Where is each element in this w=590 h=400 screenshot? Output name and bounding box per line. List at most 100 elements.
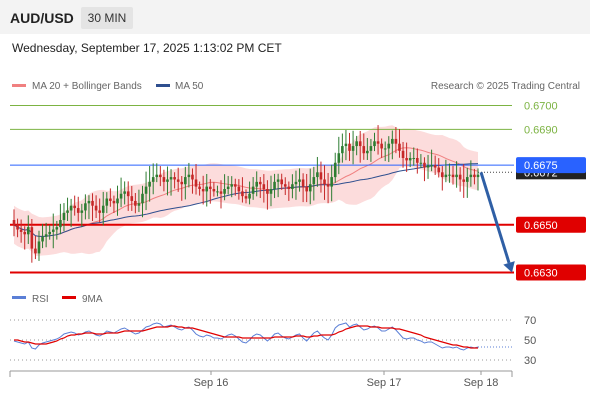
candle-body — [37, 241, 41, 254]
candle-body — [326, 184, 330, 187]
candle-body — [219, 191, 223, 194]
candle-body — [34, 248, 37, 254]
candle-body — [159, 174, 162, 178]
candle-body — [87, 200, 91, 204]
candle-body — [430, 165, 433, 167]
candle-body — [465, 177, 469, 182]
candle-body — [201, 189, 205, 192]
x-tick-label: Sep 17 — [367, 377, 402, 389]
candle-body — [216, 191, 219, 193]
candle-body — [337, 153, 341, 163]
candle-body — [408, 158, 412, 161]
candle-body — [348, 143, 351, 151]
level-tag — [516, 216, 586, 233]
candle-body — [98, 210, 101, 213]
candle-body — [116, 198, 119, 204]
candle-body — [176, 179, 180, 182]
candle-body — [441, 172, 444, 178]
candle-body — [287, 186, 291, 189]
watermark: Research © 2025 Trading Central — [431, 81, 580, 92]
candle-body — [366, 150, 369, 154]
level-label: 0.6700 — [524, 101, 558, 113]
candle-body — [448, 174, 451, 176]
candle-body — [419, 162, 423, 164]
symbol-label: AUD/USD — [10, 10, 74, 26]
rsi-legend-label: RSI — [32, 294, 49, 305]
candle-body — [294, 181, 298, 185]
forecast-arrow-shaft — [479, 171, 511, 264]
candle-body — [148, 181, 151, 187]
bollinger-legend-label: MA 20 + Bollinger Bands — [32, 81, 142, 92]
candle-body — [155, 174, 159, 178]
candle-body — [55, 227, 59, 230]
candle-body — [476, 174, 480, 178]
candle-body — [223, 189, 226, 194]
candle-body — [316, 172, 319, 178]
candle-body — [319, 172, 323, 180]
candle-body — [291, 184, 294, 189]
candle-body — [66, 210, 69, 213]
rsi-tick-label: 30 — [524, 355, 536, 367]
candle-body — [162, 177, 166, 182]
level-tag — [516, 157, 586, 174]
candle-body — [312, 177, 316, 185]
datetime-label: Wednesday, September 17, 2025 1:13:02 PM… — [12, 41, 282, 55]
candle-body — [333, 162, 337, 178]
candle-body — [94, 205, 98, 211]
candle-body — [101, 205, 105, 213]
price-levels — [10, 105, 514, 274]
candle-body — [26, 227, 30, 235]
candle-body — [258, 181, 262, 185]
candle-body — [41, 236, 44, 242]
x-tick-label: Sep 18 — [464, 377, 499, 389]
candle-body — [23, 231, 27, 235]
candle-body — [194, 179, 198, 187]
candle-body — [226, 186, 230, 189]
timeframe-button[interactable]: 30 MIN — [81, 7, 133, 29]
candle-body — [416, 158, 419, 163]
candle-body — [305, 186, 308, 192]
candles — [12, 125, 480, 263]
candle-body — [205, 186, 209, 192]
candle-body — [130, 196, 134, 201]
rsi-panel: 70 50 30 — [10, 315, 536, 367]
candle-body — [341, 146, 344, 154]
candle-body — [180, 181, 184, 185]
candle-body — [119, 193, 123, 199]
candle-body — [144, 186, 148, 194]
header-bar: AUD/USD 30 MIN — [0, 0, 590, 34]
candle-body — [248, 193, 251, 199]
candle-body — [308, 184, 312, 192]
candle-body — [369, 146, 373, 151]
candle-body — [412, 158, 416, 159]
ma9-legend-swatch — [62, 296, 76, 299]
level-tag-label: 0.6675 — [524, 160, 558, 172]
candle-body — [169, 177, 173, 180]
candle-body — [283, 184, 287, 187]
candle-body — [30, 227, 34, 249]
candle-body — [262, 184, 266, 189]
candle-body — [198, 186, 201, 189]
level-label: 0.6690 — [524, 124, 558, 136]
candle-body — [230, 184, 234, 187]
candle-body — [469, 174, 473, 178]
candle-body — [141, 193, 144, 204]
candle-body — [48, 231, 51, 235]
candle-body — [137, 203, 141, 206]
candle-body — [423, 162, 426, 168]
level-tag-label: 0.6650 — [524, 220, 558, 232]
candle-body — [437, 167, 441, 173]
candle-body — [455, 174, 458, 178]
candle-body — [112, 200, 116, 204]
candle-body — [19, 229, 23, 232]
candle-body — [458, 174, 462, 180]
forecast-arrow — [479, 171, 515, 273]
candle-body — [355, 141, 358, 147]
candle-body — [344, 143, 348, 147]
candle-body — [276, 179, 280, 182]
candle-body — [473, 174, 476, 178]
candle-body — [358, 141, 362, 147]
candle-body — [76, 208, 80, 213]
candle-body — [273, 181, 276, 189]
